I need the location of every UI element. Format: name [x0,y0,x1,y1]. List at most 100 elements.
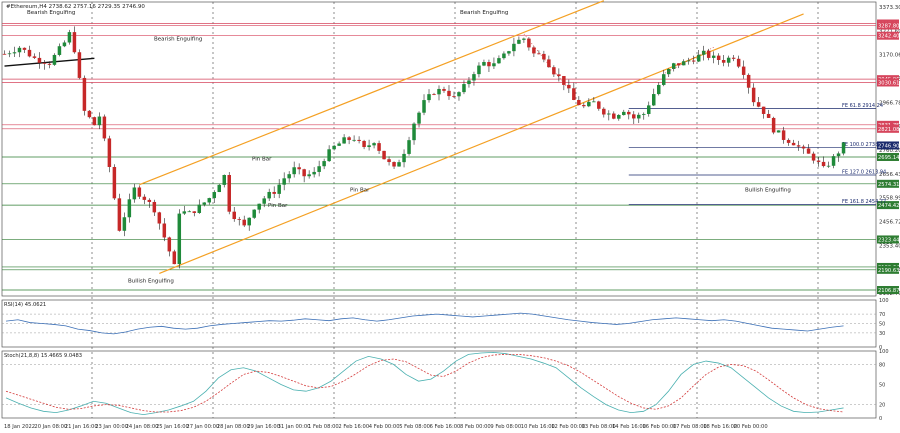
bearish-candle [387,159,391,163]
bearish-candle [242,219,246,226]
bullish-candle [372,143,376,146]
bullish-candle [467,80,471,85]
bullish-candle [642,113,646,115]
bearish-candle [237,219,241,220]
bearish-candle [227,175,231,212]
bullish-candle [417,112,421,124]
bullish-candle [307,174,311,177]
bearish-candle [27,49,32,57]
time-tick-label: 27 Jan 00:00 [186,424,219,430]
bullish-candle [517,39,521,44]
rsi-tick-label: 0 [879,345,882,351]
pattern-annotation: Pin Bar [268,203,288,209]
stoch-tick-label: 20 [879,403,885,409]
bearish-candle [107,138,112,167]
bearish-candle [42,62,47,64]
bearish-candle [152,201,157,213]
bearish-candle [527,38,531,48]
bullish-candle [132,187,137,200]
sr-level-label: 2190.63 [878,268,899,274]
bullish-candle [592,101,596,103]
bullish-candle [666,68,671,75]
bullish-candle [197,204,202,213]
bullish-candle [252,209,256,218]
bullish-candle [12,52,17,54]
bearish-candle [781,130,786,140]
sr-level-tag [877,265,899,274]
bearish-candle [552,67,556,75]
stoch-panel [1,350,877,419]
bullish-candle [402,153,406,163]
stoch-tick-label: 50 [879,383,885,389]
rsi-tick-label: 70 [879,312,885,318]
sr-level-label: 2574.31 [878,182,899,188]
time-tick-label: 18 Feb 16:00 [703,424,737,430]
bullish-candle [711,55,716,58]
bearish-candle [821,161,826,167]
pattern-annotation: Pin Bar [350,187,370,193]
bearish-candle [137,187,142,197]
bullish-candle [492,63,496,67]
sr-level-label: 2821.08 [878,127,899,133]
sr-level-tag [877,179,899,188]
bearish-candle [691,60,696,62]
bearish-candle [542,53,546,60]
price-tick-label: 2353.40 [879,243,900,249]
bullish-candle [427,94,431,101]
sr-level-label: 3030.61 [878,80,899,86]
time-tick-label: 13 Feb 08:00 [582,424,616,430]
bearish-candle [771,117,776,133]
bearish-candle [347,137,351,140]
bearish-candle [547,59,551,68]
bullish-candle [507,51,511,54]
bullish-candle [657,84,661,95]
bearish-candle [162,223,167,238]
bullish-candle [522,38,526,40]
price-tick-label: 2656.43 [879,172,900,178]
bullish-candle [127,199,132,218]
bearish-candle [142,196,147,200]
bearish-candle [47,63,52,65]
bullish-candle [696,54,701,62]
bullish-candle [831,156,836,166]
bearish-candle [357,139,361,141]
bullish-candle [352,139,356,141]
bullish-candle [7,53,12,55]
stoch-tick-label: 0 [879,416,882,422]
price-tick-label: 3373.30 [879,5,900,11]
bullish-candle [671,63,676,69]
bearish-candle [577,99,581,106]
bearish-candle [811,153,816,161]
bullish-candle [52,54,57,65]
time-tick-label: 10 Feb 16:00 [521,424,555,430]
bullish-candle [342,137,346,144]
pattern-annotation: Bearish Engulfing [154,37,202,43]
bullish-candle [187,211,192,213]
bullish-candle [257,203,261,210]
price-tick-label: 2456.72 [879,220,900,226]
pattern-annotation: Bullish Engulfing [128,278,174,284]
bearish-candle [192,211,197,213]
bullish-candle [622,111,626,116]
price-tick-label: 2966.78 [879,100,900,106]
bearish-candle [532,47,536,54]
bearish-candle [432,94,436,95]
bullish-candle [407,140,411,154]
chart-header: #Ethereum,H4 2738.62 2757.16 2729.35 274… [6,4,145,10]
price-tick-label: 2760.20 [879,148,900,154]
time-tick-label: 20 Jan 08:00 [34,424,67,430]
time-tick-label: 17 Feb 08:00 [673,424,707,430]
bullish-candle [472,74,476,81]
bullish-candle [277,184,281,194]
bearish-candle [716,55,721,60]
bullish-candle [647,105,651,114]
bearish-candle [37,57,42,63]
bullish-candle [57,46,62,55]
stoch-tick-label: 80 [879,362,885,368]
stoch-main-line [5,351,844,416]
pattern-guide-line [663,46,714,75]
bullish-candle [17,47,22,53]
bearish-candle [741,66,746,75]
bearish-candle [736,58,741,67]
